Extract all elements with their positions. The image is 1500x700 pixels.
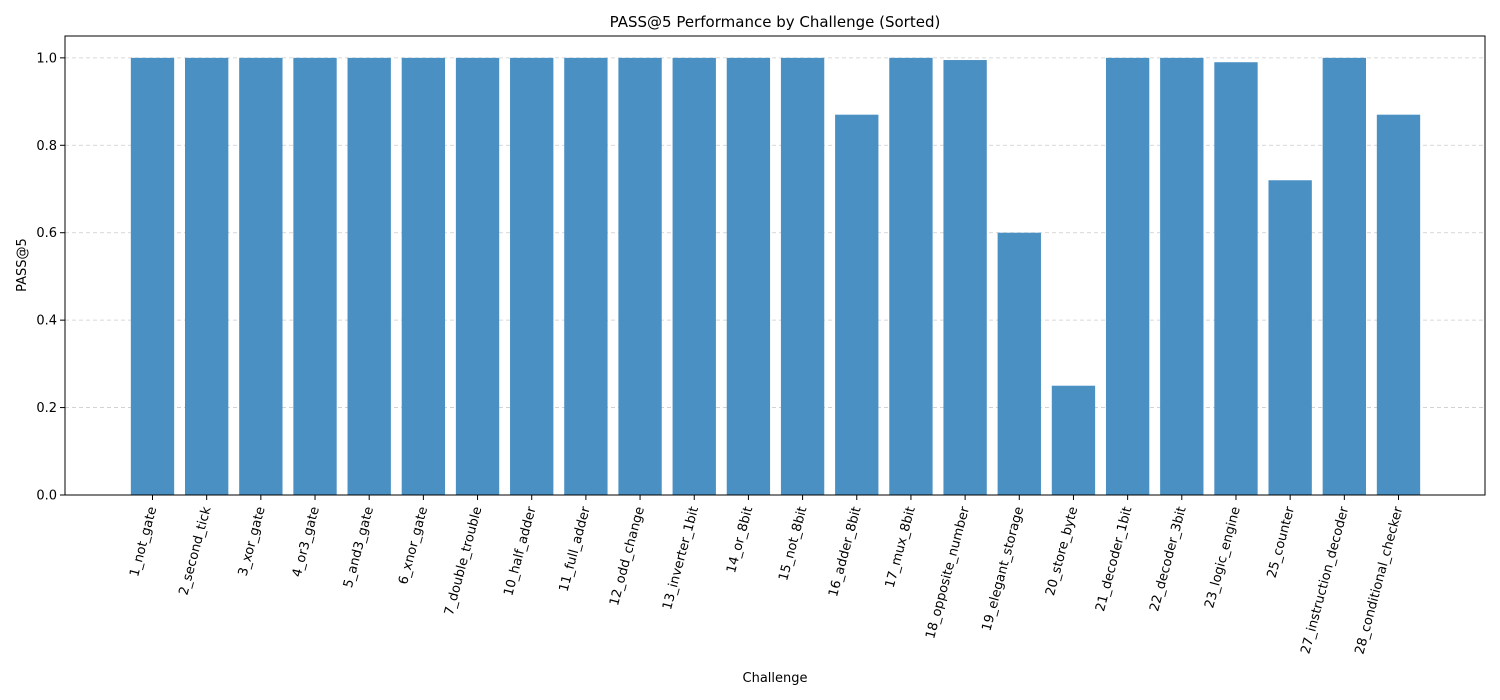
- bar-17_mux_8bit: [889, 57, 933, 495]
- bar-21_decoder_1bit: [1105, 57, 1150, 495]
- bar-2_second_tick: [185, 57, 229, 495]
- y-tick-label: 0.2: [36, 401, 57, 416]
- x-tick-label: 2_second_tick: [176, 505, 214, 597]
- x-tick-label: 12_odd_change: [607, 505, 648, 607]
- x-tick-label: 20_store_byte: [1043, 505, 1081, 597]
- x-tick-label: 6_xnor_gate: [396, 505, 431, 586]
- bar-27_instruction_decoder: [1322, 57, 1366, 495]
- y-tick-label: 1.0: [36, 51, 57, 66]
- bar-6_xnor_gate: [401, 57, 446, 495]
- x-tick-label: 10_half_adder: [501, 505, 539, 598]
- x-tick-label: 27_instruction_decoder: [1298, 505, 1352, 656]
- x-tick-label: 13_inverter_1bit: [660, 505, 702, 611]
- bar-1_not_gate: [130, 57, 175, 495]
- x-tick-label: 17_mux_8bit: [883, 505, 919, 589]
- y-axis-ticks: 0.0 0.2 0.4 0.6 0.8 1.0: [36, 51, 65, 504]
- bar-20_store_byte: [1051, 385, 1096, 495]
- x-tick-label: 11_full_adder: [557, 505, 594, 594]
- bar-13_inverter_1bit: [672, 57, 716, 495]
- x-tick-label: 4_or3_gate: [290, 505, 323, 579]
- bar-10_half_adder: [510, 57, 554, 495]
- bar-5_and3_gate: [347, 57, 391, 495]
- bar-7_double_trouble: [455, 57, 500, 495]
- bar-22_decoder_3bit: [1160, 57, 1204, 495]
- bar-18_opposite_number: [943, 60, 987, 496]
- x-tick-label: 18_opposite_number: [923, 505, 973, 641]
- y-tick-label: 0.4: [36, 314, 57, 329]
- bar-12_odd_change: [618, 57, 662, 495]
- bar-14_or_8bit: [726, 57, 771, 495]
- x-tick-label: 19_elegant_storage: [980, 505, 1028, 633]
- bar-15_not_8bit: [780, 57, 825, 495]
- bar-25_counter: [1268, 180, 1312, 495]
- bar-28_conditional_checker: [1376, 114, 1421, 495]
- plot-frame: [64, 35, 1486, 496]
- x-tick-label: 22_decoder_3bit: [1147, 505, 1189, 613]
- x-tick-label: 3_xor_gate: [236, 505, 269, 578]
- y-tick-label: 0.8: [36, 139, 57, 154]
- bar-23_logic_engine: [1214, 62, 1258, 495]
- x-tick-label: 21_decoder_1bit: [1093, 505, 1135, 613]
- x-tick-label: 15_not_8bit: [776, 505, 810, 582]
- x-tick-label: 5_and3_gate: [341, 505, 377, 589]
- y-axis-label: PASS@5: [15, 238, 30, 292]
- bar-4_or3_gate: [293, 57, 337, 495]
- x-tick-label: 16_adder_8bit: [826, 505, 864, 598]
- x-tick-label: 1_not_gate: [127, 505, 160, 578]
- bars: [130, 57, 1421, 496]
- x-tick-label: 25_counter: [1265, 505, 1299, 580]
- bar-16_adder_8bit: [835, 114, 879, 495]
- bar-3_xor_gate: [239, 57, 283, 495]
- bar-19_elegant_storage: [997, 232, 1041, 495]
- x-axis-ticks: 1_not_gate 2_second_tick 3_xor_gate 4_or3_g…: [127, 495, 1407, 656]
- x-tick-label: 28_conditional_checker: [1352, 505, 1406, 656]
- y-tick-label: 0.6: [36, 226, 57, 241]
- x-tick-label: 7_double_trouble: [442, 505, 485, 617]
- bar-11_full_adder: [564, 57, 608, 495]
- y-tick-label: 0.0: [36, 489, 57, 504]
- x-tick-label: 23_logic_engine: [1202, 505, 1244, 610]
- x-tick-label: 14_or_8bit: [724, 505, 756, 575]
- chart-title: PASS@5 Performance by Challenge (Sorted): [610, 13, 941, 31]
- x-axis-label: Challenge: [743, 671, 808, 686]
